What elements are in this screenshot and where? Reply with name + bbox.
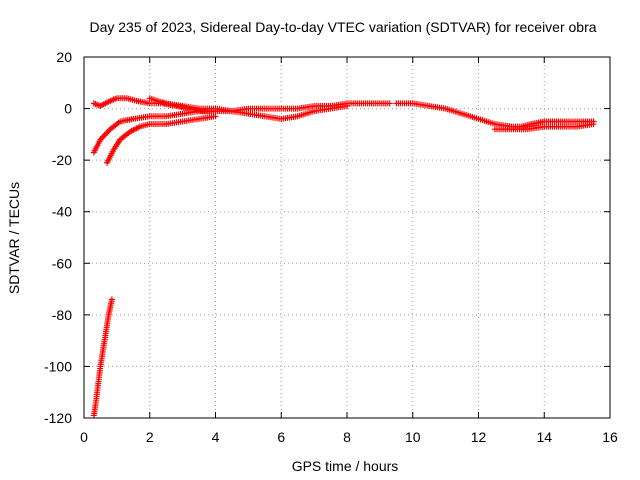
series-group: [90, 296, 115, 419]
x-tick-label: 14: [536, 429, 552, 445]
y-tick-label: 0: [64, 101, 72, 117]
data-point: [108, 296, 115, 303]
series-group: [491, 121, 597, 133]
data-point: [104, 129, 111, 136]
x-tick-label: 16: [602, 429, 618, 445]
y-tick-label: -40: [52, 204, 72, 220]
y-tick-label: -120: [44, 410, 72, 426]
x-tick-label: 6: [277, 429, 285, 445]
plot-frame: [83, 56, 611, 419]
y-tick-label: -100: [44, 358, 72, 374]
series-group: [393, 100, 597, 130]
y-tick-label: 20: [56, 49, 72, 65]
x-tick-label: 4: [212, 429, 220, 445]
tick-labels: 0 2 4 6 8 10 12 14 16 20 0 -20 -40 -60 -80 -100 -120: [44, 49, 618, 445]
series-group: [104, 113, 219, 166]
x-tick-label: 8: [343, 429, 351, 445]
series-group: [90, 108, 219, 156]
data-point: [590, 121, 597, 128]
x-axis-label: GPS time / hours: [292, 458, 399, 474]
grid: [84, 57, 610, 418]
data-point: [212, 108, 219, 115]
data-point: [103, 130, 110, 137]
y-axis-label: SDTVAR / TECUs: [6, 182, 22, 294]
y-tick-label: -80: [52, 307, 72, 323]
chart-title: Day 235 of 2023, Sidereal Day-to-day VTE…: [89, 19, 596, 35]
data-marks: [90, 95, 597, 419]
data-point: [105, 127, 112, 134]
x-tick-label: 2: [146, 429, 154, 445]
data-point: [386, 100, 393, 107]
data-point: [100, 133, 107, 140]
data-point: [101, 132, 108, 139]
x-tick-label: 10: [405, 429, 421, 445]
data-point: [212, 113, 219, 120]
y-tick-label: -20: [52, 152, 72, 168]
y-tick-label: -60: [52, 255, 72, 271]
x-tick-label: 12: [471, 429, 487, 445]
x-tick-label: 0: [80, 429, 88, 445]
data-point: [344, 102, 350, 109]
